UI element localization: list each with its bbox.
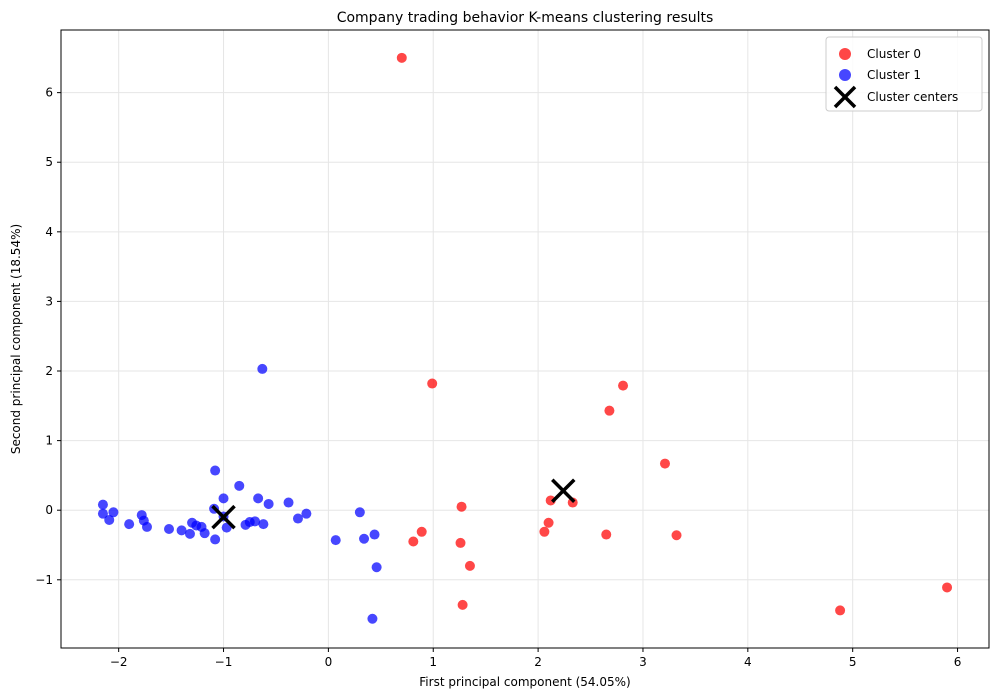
cluster-1-point	[97, 508, 108, 519]
y-tick-label: −1	[35, 573, 53, 587]
y-tick-label: 2	[45, 364, 53, 378]
cluster-1-point	[164, 523, 175, 534]
y-tick-label: 4	[45, 225, 53, 239]
cluster-1-point	[176, 525, 187, 536]
axis-ticks: −2 −1 0 1 2 3 4 5 6 −1 0 1 2 3 4 5 6	[35, 86, 961, 669]
cluster-1-point	[367, 613, 378, 624]
cluster-1-point	[184, 528, 195, 539]
cluster-1-point	[371, 562, 382, 573]
cluster-1-point	[210, 465, 221, 476]
cluster-0-point	[464, 560, 475, 571]
cluster-0-point	[543, 517, 554, 528]
cluster-0-point	[455, 537, 466, 548]
y-tick-label: 0	[45, 503, 53, 517]
cluster-1-point	[354, 507, 365, 518]
cluster-1-point	[292, 513, 303, 524]
cluster-1-point	[108, 507, 119, 518]
legend: Cluster 0 Cluster 1 Cluster centers	[825, 36, 983, 112]
legend-label-cluster-0: Cluster 0	[867, 47, 921, 61]
cluster-1-point	[234, 480, 245, 491]
cluster-1-point	[257, 363, 268, 374]
x-tick-label: 5	[849, 655, 857, 669]
cluster-0-point	[427, 378, 438, 389]
x-tick-label: −1	[215, 655, 233, 669]
y-tick-label: 5	[45, 155, 53, 169]
cluster-0-point	[396, 52, 407, 63]
x-tick-label: 1	[429, 655, 437, 669]
cluster-1-point	[104, 514, 115, 525]
cluster-1-point	[369, 529, 380, 540]
cluster-0-point	[457, 599, 468, 610]
cluster-1-point	[97, 499, 108, 510]
cluster-1-point	[249, 516, 260, 527]
legend-marker-cluster-0	[839, 48, 851, 60]
cluster-1-point	[124, 519, 135, 530]
x-tick-label: 3	[639, 655, 647, 669]
legend-marker-cluster-1	[839, 69, 851, 81]
cluster-0-point	[456, 501, 467, 512]
cluster-0-point	[604, 405, 615, 416]
cluster-1-point	[283, 497, 294, 508]
cluster-1-point	[263, 498, 274, 509]
cluster-0-point	[416, 526, 427, 537]
legend-center-x	[833, 85, 857, 109]
cluster-1-point	[359, 533, 370, 544]
cluster-1-point	[258, 519, 269, 530]
cluster-0-point	[601, 529, 612, 540]
center-stroke	[833, 85, 857, 109]
y-tick-label: 1	[45, 434, 53, 448]
plot-frame	[60, 29, 990, 649]
cluster-1-point	[330, 535, 341, 546]
cluster-0-point	[835, 605, 846, 616]
cluster-center-marker	[551, 478, 576, 503]
center-stroke	[551, 478, 576, 503]
cluster-0-point	[539, 526, 550, 537]
grid-lines	[61, 30, 989, 648]
legend-label-cluster-centers: Cluster centers	[867, 90, 958, 104]
center-stroke	[211, 504, 236, 530]
y-axis-label: Second principal component (18.54%)	[9, 224, 23, 454]
cluster-0-point	[659, 458, 670, 469]
cluster-0-point	[408, 536, 419, 547]
y-tick-label: 3	[45, 294, 53, 308]
x-tick-label: 6	[954, 655, 962, 669]
cluster-1-point	[199, 528, 210, 539]
cluster-0-point	[671, 530, 682, 541]
x-tick-label: −2	[110, 655, 128, 669]
legend-marker-cluster-centers	[833, 85, 857, 109]
x-axis-label: First principal component (54.05%)	[419, 675, 630, 689]
chart-title: Company trading behavior K-means cluster…	[337, 10, 714, 26]
x-tick-label: 2	[534, 655, 542, 669]
cluster-1-point	[218, 493, 229, 504]
data-points	[97, 52, 953, 624]
y-tick-label: 6	[45, 86, 53, 100]
cluster-0-point	[618, 380, 629, 391]
cluster-1-point	[210, 534, 221, 545]
legend-label-cluster-1: Cluster 1	[867, 68, 921, 82]
cluster-0-point	[545, 495, 556, 506]
cluster-1-point	[141, 521, 152, 532]
x-tick-label: 4	[744, 655, 752, 669]
cluster-1-point	[301, 508, 312, 519]
cluster-1-point	[253, 493, 264, 504]
x-tick-label: 0	[325, 655, 333, 669]
legend-box	[825, 36, 983, 112]
cluster-center-marker	[211, 504, 236, 530]
cluster-0-point	[942, 582, 953, 593]
